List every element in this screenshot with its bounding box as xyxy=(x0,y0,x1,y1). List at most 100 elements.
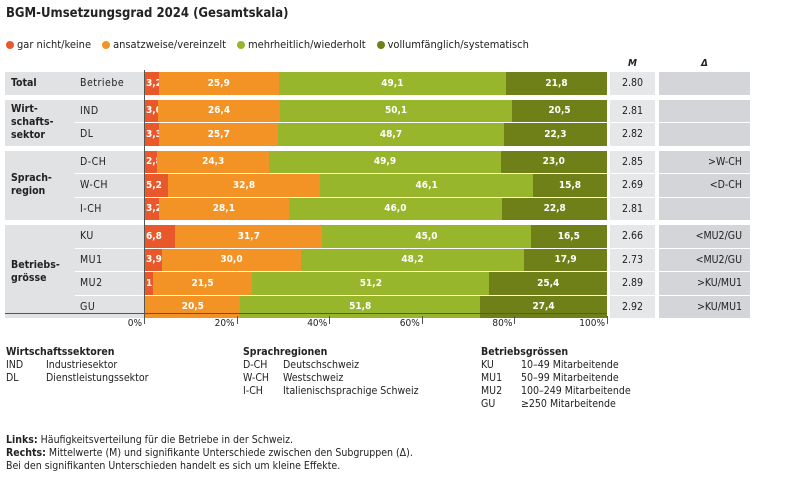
tick-label: 60% xyxy=(399,318,420,329)
bar-segment: 3,0 xyxy=(144,99,162,122)
col-header-delta: Δ xyxy=(701,58,708,69)
bar-segment: 23,0 xyxy=(500,150,607,173)
footnote: Links: Häufigkeitsverteilung für die Bet… xyxy=(6,434,413,473)
mean-value: 2.89 xyxy=(610,272,655,295)
mean-value: 2.81 xyxy=(610,197,655,220)
abbrev-item: MU1 50–99 Mitarbeitende xyxy=(481,372,631,385)
abbrev-title: Betriebsgrössen xyxy=(481,346,569,358)
mean-value: 2.85 xyxy=(610,150,655,173)
abbrev-item: MU2 100–249 Mitarbeitende xyxy=(481,385,631,398)
chart-title: BGM-Umsetzungsgrad 2024 (Gesamtskala) xyxy=(6,6,289,21)
bar-segment: 51,2 xyxy=(252,272,490,295)
abbrev-code: MU1 xyxy=(481,372,503,384)
abbrev-title: Sprachregionen xyxy=(243,346,328,358)
bar-segment: 20,5 xyxy=(145,295,241,318)
tick-label: 80% xyxy=(492,318,513,329)
abbrev-item: GU ≥250 Mitarbeitende xyxy=(481,398,631,411)
bar-segment: 46,1 xyxy=(319,174,534,197)
abbrev-desc: Deutschschweiz xyxy=(283,359,360,371)
mean-value: 2.69 xyxy=(610,174,655,197)
legend-label: vollumfänglich/systematisch xyxy=(387,38,529,51)
note-text: Mittelwerte (M) und signifikante Untersc… xyxy=(45,447,413,459)
note-label: Rechts: xyxy=(6,447,46,459)
legend-dot-icon xyxy=(102,40,111,49)
abbrev-code: D-CH xyxy=(243,359,268,371)
bar-segment: 49,9 xyxy=(269,150,501,173)
bar-segment: 27,4 xyxy=(480,295,607,318)
abbrev-desc: Industriesektor xyxy=(46,359,118,371)
row-label: I-CH xyxy=(74,197,144,220)
row-label: MU2 xyxy=(74,272,144,295)
abbrev-block: Betriebsgrössen KU 10–49 Mitarbeitende MU1 5… xyxy=(481,346,631,411)
row-label: W-CH xyxy=(74,174,144,197)
tick-label: 100% xyxy=(579,318,605,329)
bar-segment: 32,8 xyxy=(168,174,320,197)
delta-value xyxy=(659,123,750,146)
legend-label: ansatzweise/vereinzelt xyxy=(113,38,227,51)
legend-dot-icon xyxy=(376,40,385,49)
bar-segment: 3,2 xyxy=(144,197,162,220)
bar-segment: 21,5 xyxy=(152,272,253,295)
bar-segment: 25,9 xyxy=(158,72,279,95)
legend-item: mehrheitlich/wiederholt xyxy=(237,38,366,51)
mean-value: 2.80 xyxy=(610,72,655,95)
bar-segment: 3,9 xyxy=(144,248,163,271)
row-label: KU xyxy=(74,225,144,248)
abbrev-code: IND xyxy=(6,359,24,371)
tick-mark xyxy=(236,316,238,324)
row-label: Betriebe xyxy=(74,72,144,95)
bar-segment: 45,0 xyxy=(322,225,531,248)
bar-segment: 17,9 xyxy=(524,248,607,271)
delta-value: >KU/MU1 xyxy=(659,272,750,295)
abbrev-item: W-CH Westschweiz xyxy=(243,372,419,385)
tick-mark xyxy=(514,316,516,324)
group-label: Wirt- schafts- sektor xyxy=(5,99,75,146)
abbrev-item: IND Industriesektor xyxy=(6,359,148,372)
note-label: Links: xyxy=(6,434,38,446)
bar-segment: 25,7 xyxy=(159,123,279,146)
abbrev-desc: Italienischsprachige Schweiz xyxy=(283,385,419,397)
legend: gar nicht/keine ansatzweise/vereinzelt meh… xyxy=(6,38,529,51)
tick-label: 0% xyxy=(127,318,142,329)
abbrev-desc: Westschweiz xyxy=(283,372,344,384)
tick-mark xyxy=(329,316,331,324)
bar-segment: 3,3 xyxy=(144,123,162,146)
bar-segment: 2,8 xyxy=(144,150,162,173)
abbrev-desc: Dienstleistungssektor xyxy=(46,372,149,384)
abbrev-desc: 10–49 Mitarbeitende xyxy=(521,359,619,371)
delta-value xyxy=(659,72,750,95)
mean-value: 2.66 xyxy=(610,225,655,248)
row-label: D-CH xyxy=(74,150,144,173)
delta-value: <MU2/GU xyxy=(659,225,750,248)
bar-segment: 22,3 xyxy=(503,123,607,146)
legend-dot-icon xyxy=(237,40,246,49)
bar-segment: 3,2 xyxy=(144,72,162,95)
legend-item: ansatzweise/vereinzelt xyxy=(102,38,226,51)
row-label: MU1 xyxy=(74,248,144,271)
tick-label: 20% xyxy=(214,318,235,329)
bar-segment: 15,8 xyxy=(533,174,607,197)
bar-segment: 48,2 xyxy=(300,248,525,271)
abbrev-item: KU 10–49 Mitarbeitende xyxy=(481,359,631,372)
legend-item: vollumfänglich/systematisch xyxy=(376,38,529,51)
note-text: Häufigkeitsverteilung für die Betriebe i… xyxy=(37,434,294,446)
abbrev-block: Sprachregionen D-CH Deutschschweiz W-CH West… xyxy=(243,346,419,398)
abbrev-code: MU2 xyxy=(481,385,503,397)
abbrev-code: KU xyxy=(481,359,494,371)
group-label: Total xyxy=(5,72,75,95)
mean-value: 2.92 xyxy=(610,295,655,318)
delta-value: >W-CH xyxy=(659,150,750,173)
bar-segment: 50,1 xyxy=(280,99,513,122)
tick-label: 40% xyxy=(307,318,328,329)
zero-line xyxy=(144,70,145,318)
legend-label: gar nicht/keine xyxy=(17,38,92,51)
delta-value xyxy=(659,99,750,122)
mean-value: 2.82 xyxy=(610,123,655,146)
abbrev-item: DL Dienstleistungssektor xyxy=(6,372,148,385)
abbrev-desc: 50–99 Mitarbeitende xyxy=(521,372,619,384)
delta-value xyxy=(659,197,750,220)
bar-segment: 48,7 xyxy=(278,123,504,146)
legend-label: mehrheitlich/wiederholt xyxy=(248,38,366,51)
tick-mark xyxy=(607,316,608,324)
row-label: IND xyxy=(74,99,144,122)
